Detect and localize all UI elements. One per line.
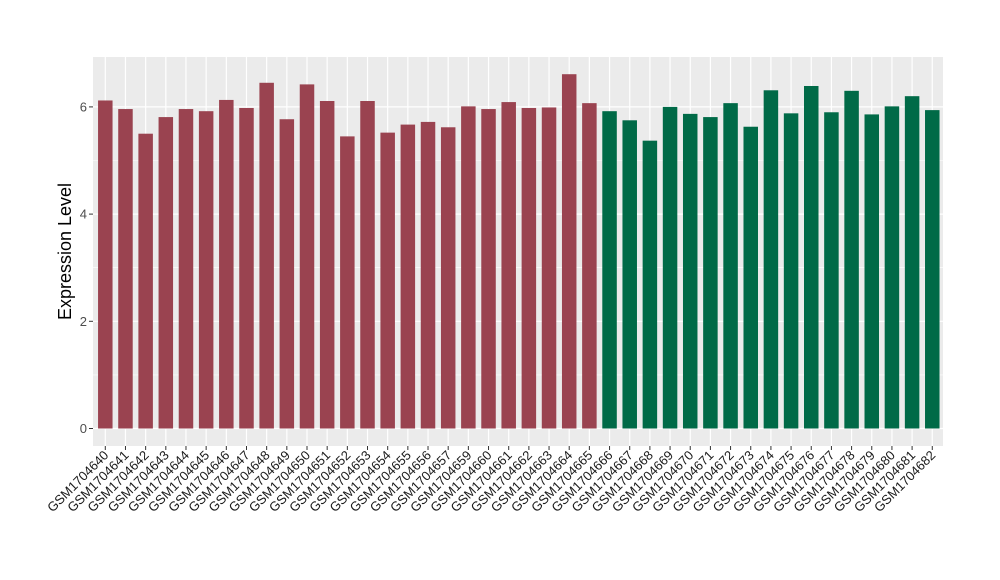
- bar-GSM1704654: [380, 132, 395, 429]
- bar-GSM1704678: [844, 90, 859, 429]
- bar-GSM1704644: [178, 109, 194, 429]
- bar-GSM1704649: [279, 119, 295, 429]
- bar-GSM1704674: [763, 90, 779, 429]
- bar-GSM1704646: [219, 99, 234, 429]
- bar-GSM1704670: [682, 113, 698, 429]
- bar-GSM1704657: [440, 127, 456, 429]
- y-tick-label: 4: [80, 207, 87, 222]
- bar-GSM1704677: [824, 112, 839, 429]
- bar-GSM1704667: [622, 120, 637, 429]
- bar-GSM1704661: [501, 102, 516, 429]
- x-axis: GSM1704640GSM1704641GSM1704642GSM1704643…: [44, 446, 938, 515]
- bar-GSM1704673: [743, 126, 758, 429]
- y-tick-label: 2: [80, 314, 87, 329]
- bars: [98, 74, 940, 429]
- bar-GSM1704662: [521, 107, 537, 429]
- bar-GSM1704640: [98, 100, 113, 429]
- bar-GSM1704671: [703, 117, 718, 429]
- bar-GSM1704681: [904, 96, 920, 429]
- y-tick-label: 6: [80, 99, 87, 114]
- bar-GSM1704680: [884, 106, 900, 429]
- bar-GSM1704650: [299, 84, 315, 429]
- bar-GSM1704668: [642, 140, 658, 429]
- bar-GSM1704660: [481, 109, 496, 429]
- bar-GSM1704669: [662, 106, 678, 429]
- bar-GSM1704641: [118, 109, 133, 429]
- bar-GSM1704675: [783, 113, 799, 429]
- bar-GSM1704643: [158, 117, 174, 429]
- y-axis: 0 2 4 6: [80, 99, 93, 436]
- bar-GSM1704651: [319, 101, 335, 429]
- bar-GSM1704679: [864, 114, 880, 429]
- bar-GSM1704648: [259, 82, 274, 429]
- bar-GSM1704645: [198, 111, 214, 429]
- bar-GSM1704682: [925, 110, 940, 429]
- bar-GSM1704666: [602, 111, 617, 429]
- bar-GSM1704642: [138, 133, 153, 429]
- bar-GSM1704665: [582, 103, 597, 429]
- bar-GSM1704672: [723, 103, 738, 429]
- plot-panel: [93, 57, 943, 446]
- bar-GSM1704656: [420, 121, 436, 429]
- bar-GSM1704655: [400, 124, 416, 429]
- y-axis-title: Expression Level: [55, 183, 75, 320]
- bar-GSM1704676: [804, 85, 819, 429]
- bar-GSM1704647: [239, 107, 254, 429]
- bar-GSM1704663: [541, 107, 557, 429]
- bar-GSM1704659: [461, 106, 476, 429]
- y-tick-label: 0: [80, 421, 87, 436]
- bar-GSM1704653: [360, 101, 375, 429]
- bar-GSM1704652: [340, 136, 355, 429]
- bar-GSM1704664: [561, 74, 577, 429]
